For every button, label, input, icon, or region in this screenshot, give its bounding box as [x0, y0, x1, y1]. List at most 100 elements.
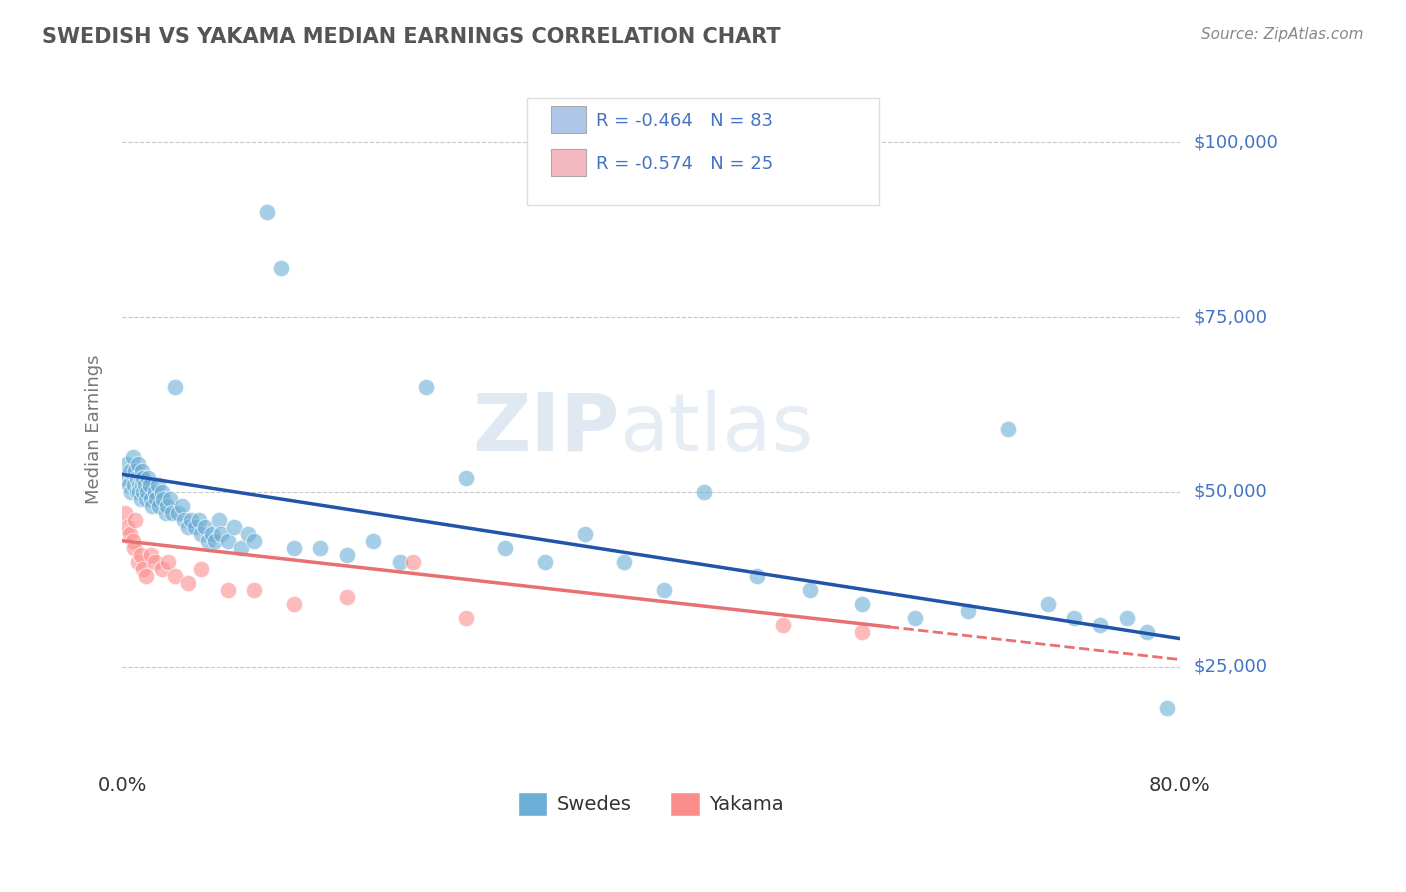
- Legend: Swedes, Yakama: Swedes, Yakama: [510, 784, 792, 823]
- Point: [904, 610, 927, 624]
- Point: [121, 450, 143, 464]
- Point: [124, 464, 146, 478]
- Point: [1090, 617, 1112, 632]
- Point: [236, 526, 259, 541]
- Point: [197, 533, 219, 548]
- Point: [851, 624, 873, 639]
- Point: [190, 526, 212, 541]
- Point: [163, 568, 186, 582]
- Point: [122, 477, 145, 491]
- Text: SWEDISH VS YAKAMA MEDIAN EARNINGS CORRELATION CHART: SWEDISH VS YAKAMA MEDIAN EARNINGS CORREL…: [42, 27, 780, 46]
- Point: [134, 477, 156, 491]
- Point: [114, 506, 136, 520]
- Text: $75,000: $75,000: [1194, 308, 1268, 326]
- Point: [146, 477, 169, 491]
- Point: [388, 555, 411, 569]
- Point: [1036, 597, 1059, 611]
- Point: [454, 610, 477, 624]
- Point: [851, 597, 873, 611]
- Point: [124, 513, 146, 527]
- Point: [745, 568, 768, 582]
- Point: [135, 491, 157, 506]
- Point: [128, 484, 150, 499]
- Point: [118, 526, 141, 541]
- Point: [145, 491, 167, 506]
- Point: [120, 484, 142, 499]
- Point: [201, 526, 224, 541]
- Point: [309, 541, 332, 555]
- Point: [336, 590, 359, 604]
- Point: [454, 471, 477, 485]
- Point: [117, 520, 139, 534]
- Point: [129, 471, 152, 485]
- Point: [129, 548, 152, 562]
- Point: [224, 520, 246, 534]
- Point: [162, 506, 184, 520]
- Point: [159, 491, 181, 506]
- Point: [143, 484, 166, 499]
- Point: [217, 582, 239, 597]
- Point: [125, 484, 148, 499]
- Point: [150, 562, 173, 576]
- Text: $100,000: $100,000: [1194, 133, 1278, 152]
- Point: [132, 471, 155, 485]
- Point: [127, 457, 149, 471]
- Point: [217, 533, 239, 548]
- Point: [136, 484, 159, 499]
- Point: [152, 491, 174, 506]
- Point: [122, 541, 145, 555]
- Point: [270, 261, 292, 276]
- Point: [283, 541, 305, 555]
- Point: [1136, 624, 1159, 639]
- Point: [166, 506, 188, 520]
- Point: [139, 477, 162, 491]
- Point: [163, 380, 186, 394]
- Point: [415, 380, 437, 394]
- Point: [139, 548, 162, 562]
- Y-axis label: Median Earnings: Median Earnings: [86, 354, 103, 504]
- Point: [131, 464, 153, 478]
- Point: [957, 604, 980, 618]
- Point: [156, 499, 179, 513]
- Point: [402, 555, 425, 569]
- Point: [150, 484, 173, 499]
- Text: R = -0.464   N = 83: R = -0.464 N = 83: [596, 112, 773, 130]
- Point: [132, 484, 155, 499]
- Point: [121, 533, 143, 548]
- Point: [118, 477, 141, 491]
- Point: [534, 555, 557, 569]
- Point: [139, 491, 162, 506]
- Point: [118, 464, 141, 478]
- Point: [187, 513, 209, 527]
- Point: [131, 477, 153, 491]
- Point: [148, 499, 170, 513]
- Point: [143, 555, 166, 569]
- Point: [138, 471, 160, 485]
- Point: [693, 484, 716, 499]
- Point: [180, 513, 202, 527]
- Point: [613, 555, 636, 569]
- Point: [652, 582, 675, 597]
- Point: [141, 499, 163, 513]
- Point: [243, 582, 266, 597]
- Point: [1115, 610, 1137, 624]
- Point: [194, 520, 217, 534]
- Text: R = -0.574   N = 25: R = -0.574 N = 25: [596, 155, 773, 173]
- Point: [125, 471, 148, 485]
- Point: [1156, 701, 1178, 715]
- Point: [177, 575, 200, 590]
- Text: ZIP: ZIP: [472, 390, 619, 468]
- Point: [772, 617, 794, 632]
- Point: [114, 471, 136, 485]
- Point: [361, 533, 384, 548]
- Text: $50,000: $50,000: [1194, 483, 1267, 500]
- Point: [495, 541, 517, 555]
- Point: [170, 499, 193, 513]
- Point: [155, 506, 177, 520]
- Point: [117, 457, 139, 471]
- Text: Source: ZipAtlas.com: Source: ZipAtlas.com: [1201, 27, 1364, 42]
- Point: [135, 568, 157, 582]
- Text: atlas: atlas: [619, 390, 814, 468]
- Point: [128, 477, 150, 491]
- Point: [184, 520, 207, 534]
